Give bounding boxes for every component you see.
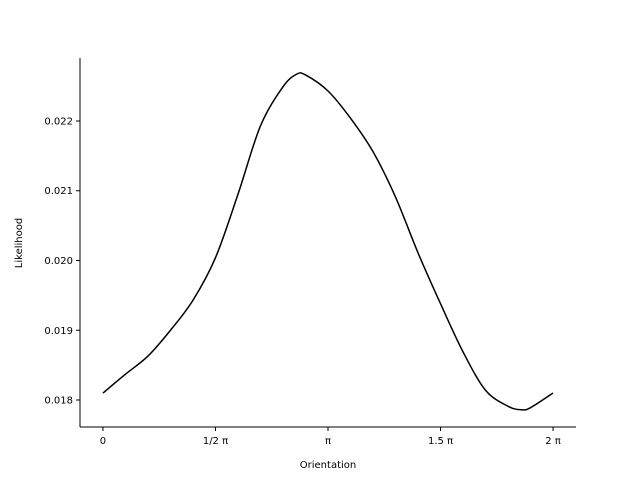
x-tick-label: 1/2 π [203, 436, 228, 447]
y-tick-label: 0.019 [44, 326, 73, 337]
y-tick-label: 0.018 [44, 396, 73, 407]
axes: 0 1/2 π π 1.5 π 2 π 0.018 0.019 0.020 0.021 0.022 [44, 58, 576, 447]
x-tick-label: 0 [100, 436, 106, 447]
y-axis-label: Likelihood [14, 218, 25, 268]
x-tick-label: π [325, 436, 331, 447]
y-tick-label: 0.020 [44, 256, 73, 267]
y-tick-label: 0.022 [44, 116, 73, 127]
x-tick-label: 1.5 π [428, 436, 453, 447]
y-tick-label: 0.021 [44, 186, 73, 197]
series-layer [102, 72, 554, 411]
x-tick-label: 2 π [545, 436, 561, 447]
likelihood-line [102, 72, 554, 411]
x-axis-label: Orientation [300, 460, 356, 471]
